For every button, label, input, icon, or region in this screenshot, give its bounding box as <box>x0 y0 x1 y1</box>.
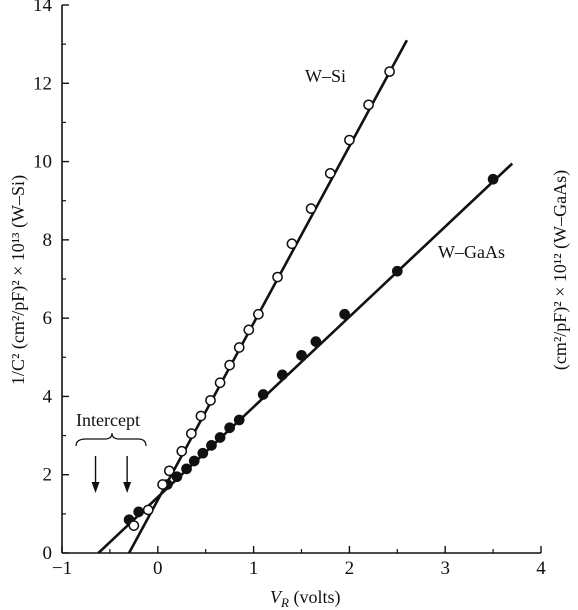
point-w-si <box>305 203 317 214</box>
point-w-si <box>344 134 355 146</box>
intercept-arrow-head <box>123 482 132 493</box>
x-tick-label: −1 <box>52 558 72 579</box>
point-w-si <box>272 271 283 283</box>
y-tick-label: 14 <box>33 0 53 16</box>
point-w-si <box>128 520 140 531</box>
point-w-si <box>214 377 226 389</box>
point-w-si <box>384 66 395 77</box>
x-tick-label: 3 <box>440 558 450 579</box>
x-axis-label: VR (volts) <box>270 587 340 610</box>
point-w-gaas <box>171 471 183 483</box>
point-w-si <box>243 324 255 336</box>
series-label-w-si: W–Si <box>305 66 346 86</box>
y-axis-label-left: 1/C² (cm²/pF)² × 10¹³ (W–Si) <box>8 175 29 385</box>
intercept-arrow-head <box>91 482 100 493</box>
point-w-si <box>363 99 374 111</box>
point-w-gaas <box>133 506 144 518</box>
point-w-gaas <box>339 308 350 320</box>
y-tick-label: 2 <box>43 465 53 486</box>
x-tick-label: 0 <box>153 558 163 579</box>
intercept-annotation: Intercept <box>75 410 147 493</box>
point-w-gaas <box>487 173 499 185</box>
point-w-gaas <box>214 432 226 443</box>
point-w-si <box>224 359 235 371</box>
y-tick-label: 0 <box>43 543 53 564</box>
plot-frame <box>61 5 541 554</box>
point-w-gaas <box>310 336 322 347</box>
point-w-si <box>157 479 168 490</box>
point-w-gaas <box>233 414 245 426</box>
point-w-si <box>233 342 245 353</box>
x-tick-label: 4 <box>536 558 546 579</box>
x-tick-label: 1 <box>249 558 259 579</box>
point-w-gaas <box>181 463 192 475</box>
intercept-arrows <box>91 456 132 493</box>
point-w-si <box>163 465 175 477</box>
fit-line-w-si <box>127 39 409 554</box>
point-w-si <box>324 167 336 179</box>
point-w-gaas <box>257 389 269 400</box>
y-tick-label: 4 <box>43 386 53 407</box>
point-w-gaas <box>296 349 307 361</box>
point-w-gaas <box>276 369 288 381</box>
fit-lines <box>97 39 514 554</box>
point-w-si <box>142 504 154 516</box>
point-w-si <box>176 445 188 457</box>
y-tick-label: 12 <box>33 73 52 94</box>
y-tick-label: 10 <box>33 152 52 173</box>
point-w-si <box>185 428 197 439</box>
x-axis: −1 0 1 2 3 4 <box>52 546 546 579</box>
y-tick-label: 8 <box>43 230 53 251</box>
intercept-label: Intercept <box>76 410 140 430</box>
point-w-gaas <box>188 455 200 467</box>
point-w-gaas <box>391 265 403 277</box>
y-axis-label-right: (cm²/pF)² × 10¹² (W–GaAs) <box>550 170 571 370</box>
data-points <box>123 66 499 531</box>
y-axis: 0 2 4 6 8 10 12 14 <box>33 0 69 564</box>
point-w-gaas <box>224 422 235 434</box>
series-label-w-gaas: W–GaAs <box>438 242 505 262</box>
x-tick-label: 2 <box>345 558 355 579</box>
point-w-si <box>286 238 298 250</box>
y-tick-label: 6 <box>43 308 53 329</box>
point-w-si <box>205 394 216 406</box>
intercept-brace <box>75 432 147 447</box>
point-w-gaas <box>206 440 217 451</box>
point-w-si <box>253 308 264 320</box>
point-w-si <box>195 410 207 422</box>
point-w-gaas <box>197 447 209 459</box>
